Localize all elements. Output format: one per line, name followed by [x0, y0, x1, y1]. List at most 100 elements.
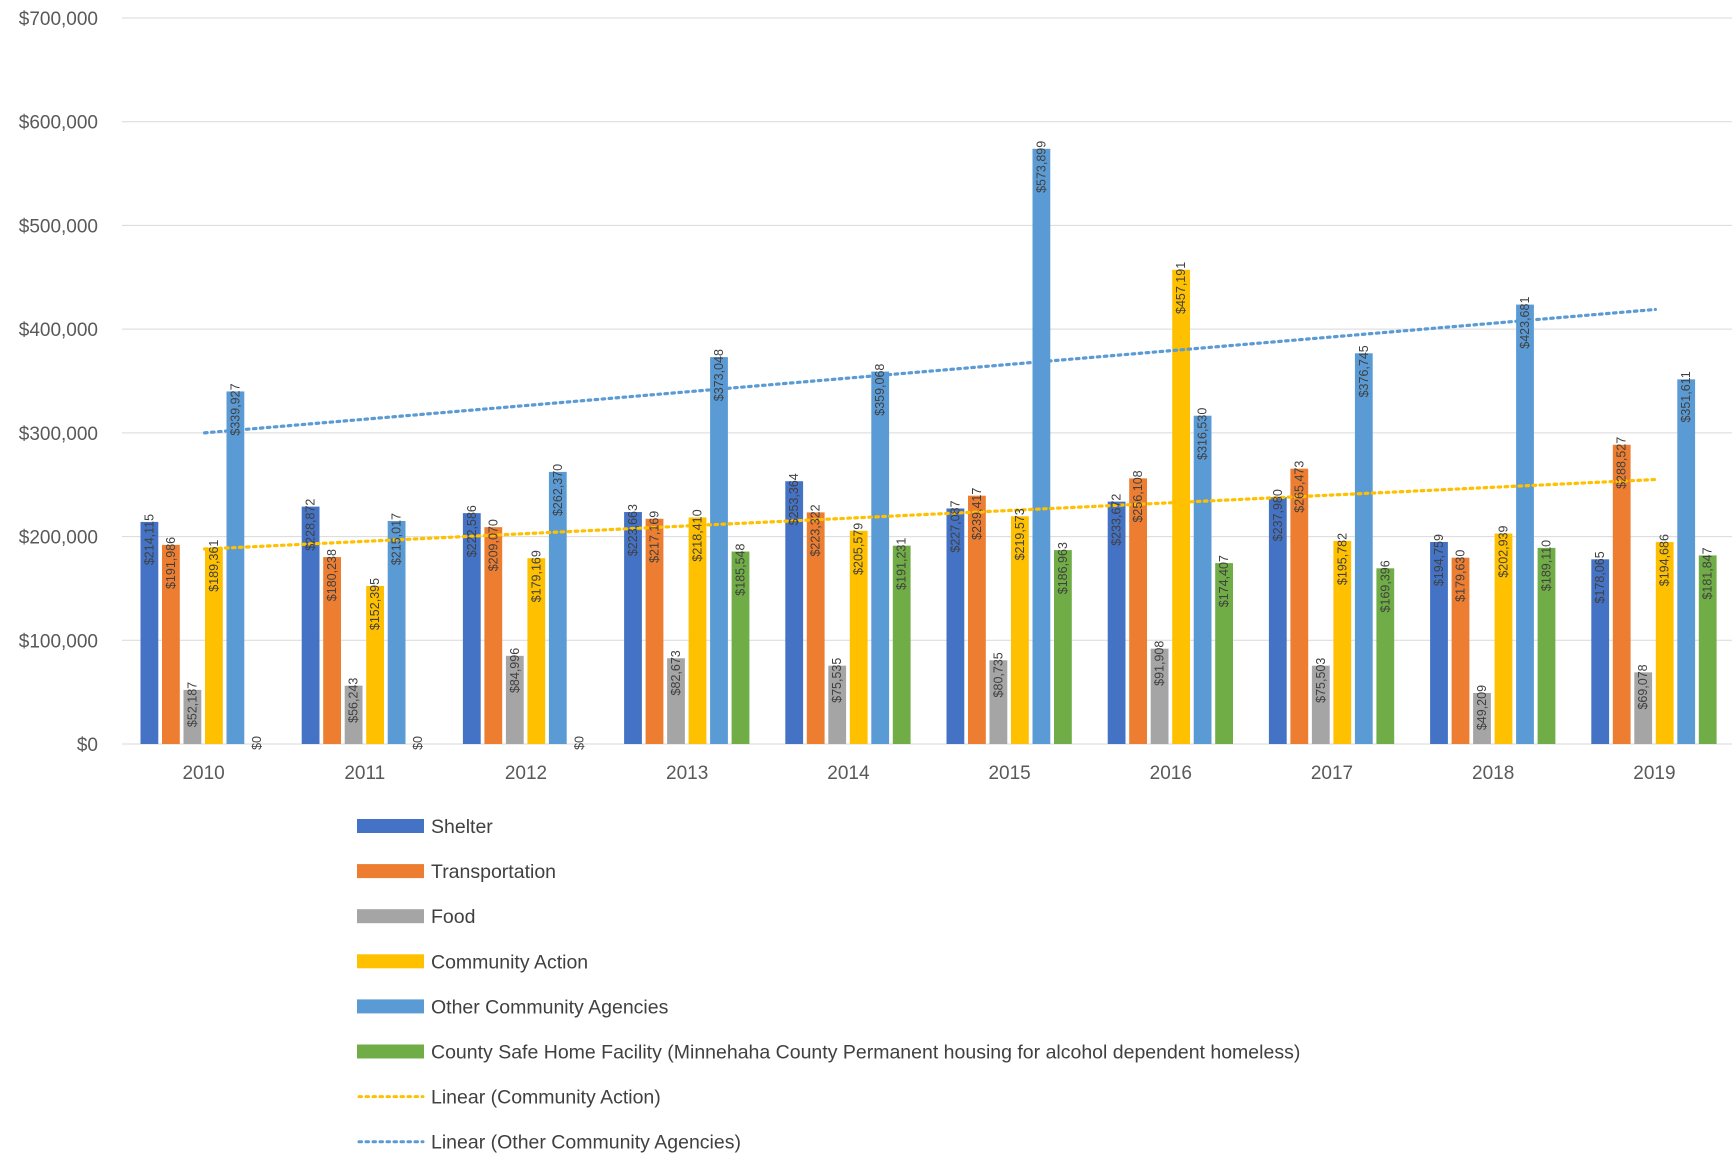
data-label: $237,980 — [1271, 489, 1285, 541]
y-tick-label: $600,000 — [19, 113, 98, 134]
data-label: $265,473 — [1292, 461, 1306, 513]
data-label: $191,986 — [164, 537, 178, 589]
data-label: $179,630 — [1454, 550, 1468, 602]
data-label: $194,759 — [1432, 534, 1446, 586]
data-label: $185,548 — [734, 544, 748, 596]
bar — [226, 391, 245, 744]
data-label: $152,395 — [368, 578, 382, 630]
bar — [344, 685, 363, 744]
legend-swatch — [357, 954, 424, 969]
data-label: $195,782 — [1335, 533, 1349, 585]
data-label: $0 — [411, 736, 425, 750]
x-tick-label: 2010 — [182, 763, 224, 784]
data-label: $288,527 — [1615, 437, 1629, 489]
bar — [387, 520, 406, 744]
data-label: $239,417 — [970, 488, 984, 540]
y-tick-label: $300,000 — [19, 424, 98, 445]
bar — [183, 689, 202, 744]
data-label: $219,573 — [1013, 508, 1027, 560]
bar — [731, 551, 750, 744]
x-tick-label: 2012 — [505, 763, 547, 784]
data-label: $223,322 — [809, 504, 823, 556]
x-axis: 2010 2011 2012 2013 2014 2015 2016 2017 2018 2019 — [182, 763, 1675, 784]
bar — [1591, 559, 1610, 744]
y-tick-label: $200,000 — [19, 528, 98, 549]
data-label: $69,078 — [1636, 664, 1650, 709]
bar — [1473, 692, 1491, 744]
data-label: $181,847 — [1701, 547, 1715, 599]
data-label: $227,087 — [948, 500, 962, 552]
bar — [785, 481, 804, 744]
bar — [1516, 304, 1534, 744]
y-tick-label: $700,000 — [19, 9, 98, 30]
bar — [366, 585, 384, 744]
y-tick-label: $100,000 — [19, 631, 98, 652]
bar — [1430, 542, 1448, 744]
data-label: $351,611 — [1679, 371, 1693, 422]
bar — [1011, 516, 1029, 744]
bar — [667, 658, 685, 744]
data-label: $189,110 — [1540, 540, 1554, 591]
data-label: $174,407 — [1217, 555, 1231, 607]
data-label: $82,673 — [669, 650, 683, 695]
data-label: $180,238 — [325, 549, 339, 601]
bar-series — [140, 148, 1717, 745]
bar — [1634, 672, 1653, 744]
bar — [1150, 648, 1169, 744]
bar — [1215, 563, 1233, 744]
bar — [1376, 568, 1395, 744]
legend-swatch — [357, 1044, 424, 1059]
data-labels: $214,115 $228,872 $222,586 $223,663 $253,364… — [142, 141, 1714, 750]
bar — [1054, 550, 1072, 744]
bar — [1494, 533, 1513, 744]
data-label: $262,370 — [551, 464, 565, 516]
x-tick-label: 2013 — [666, 763, 708, 784]
legend: Shelter Transportation Food Community Actio… — [357, 816, 1300, 1154]
x-tick-label: 2015 — [988, 763, 1030, 784]
legend-label: Shelter — [431, 816, 493, 838]
data-label: $56,243 — [347, 678, 361, 723]
bar — [989, 660, 1008, 744]
data-label: $316,530 — [1196, 408, 1210, 460]
data-label: $218,410 — [691, 509, 705, 561]
legend-label: County Safe Home Facility (Minnehaha Cou… — [431, 1042, 1300, 1064]
x-tick-label: 2011 — [344, 763, 385, 784]
bar — [710, 357, 728, 744]
bar — [462, 513, 481, 744]
data-label: $233,672 — [1110, 494, 1124, 546]
y-axis: $0 $100,000 $200,000 $300,000 $400,000 $500,0… — [19, 9, 98, 756]
bar — [688, 517, 707, 744]
data-label: $179,169 — [529, 550, 543, 602]
data-label: $373,048 — [712, 349, 726, 401]
x-tick-label: 2014 — [827, 763, 870, 784]
data-label: $423,681 — [1518, 297, 1532, 349]
gridlines — [122, 17, 1732, 745]
bar — [505, 655, 524, 744]
data-label: $91,908 — [1153, 641, 1167, 686]
bar — [946, 508, 965, 744]
bar — [527, 558, 546, 744]
data-label: $169,396 — [1378, 560, 1392, 612]
bar — [968, 495, 986, 744]
legend-swatch — [357, 864, 424, 879]
legend-label: Food — [431, 906, 475, 928]
data-label: $52,187 — [185, 682, 199, 727]
data-label: $217,169 — [648, 511, 662, 563]
legend-label: Linear (Other Community Agencies) — [431, 1132, 741, 1154]
bar — [849, 530, 868, 744]
bar — [1107, 501, 1126, 744]
data-label: $253,364 — [787, 473, 801, 525]
data-label: $75,503 — [1314, 658, 1328, 703]
bar — [892, 545, 911, 744]
data-label: $205,579 — [852, 523, 866, 575]
bar — [1698, 555, 1717, 744]
data-label: $223,663 — [626, 504, 640, 556]
bar — [1354, 353, 1373, 744]
bar — [806, 512, 825, 744]
bar — [1655, 542, 1674, 744]
bar — [1311, 665, 1330, 744]
data-label: $49,209 — [1475, 685, 1489, 730]
bar — [1193, 415, 1212, 744]
data-label: $228,872 — [304, 499, 318, 551]
bar — [323, 557, 341, 744]
